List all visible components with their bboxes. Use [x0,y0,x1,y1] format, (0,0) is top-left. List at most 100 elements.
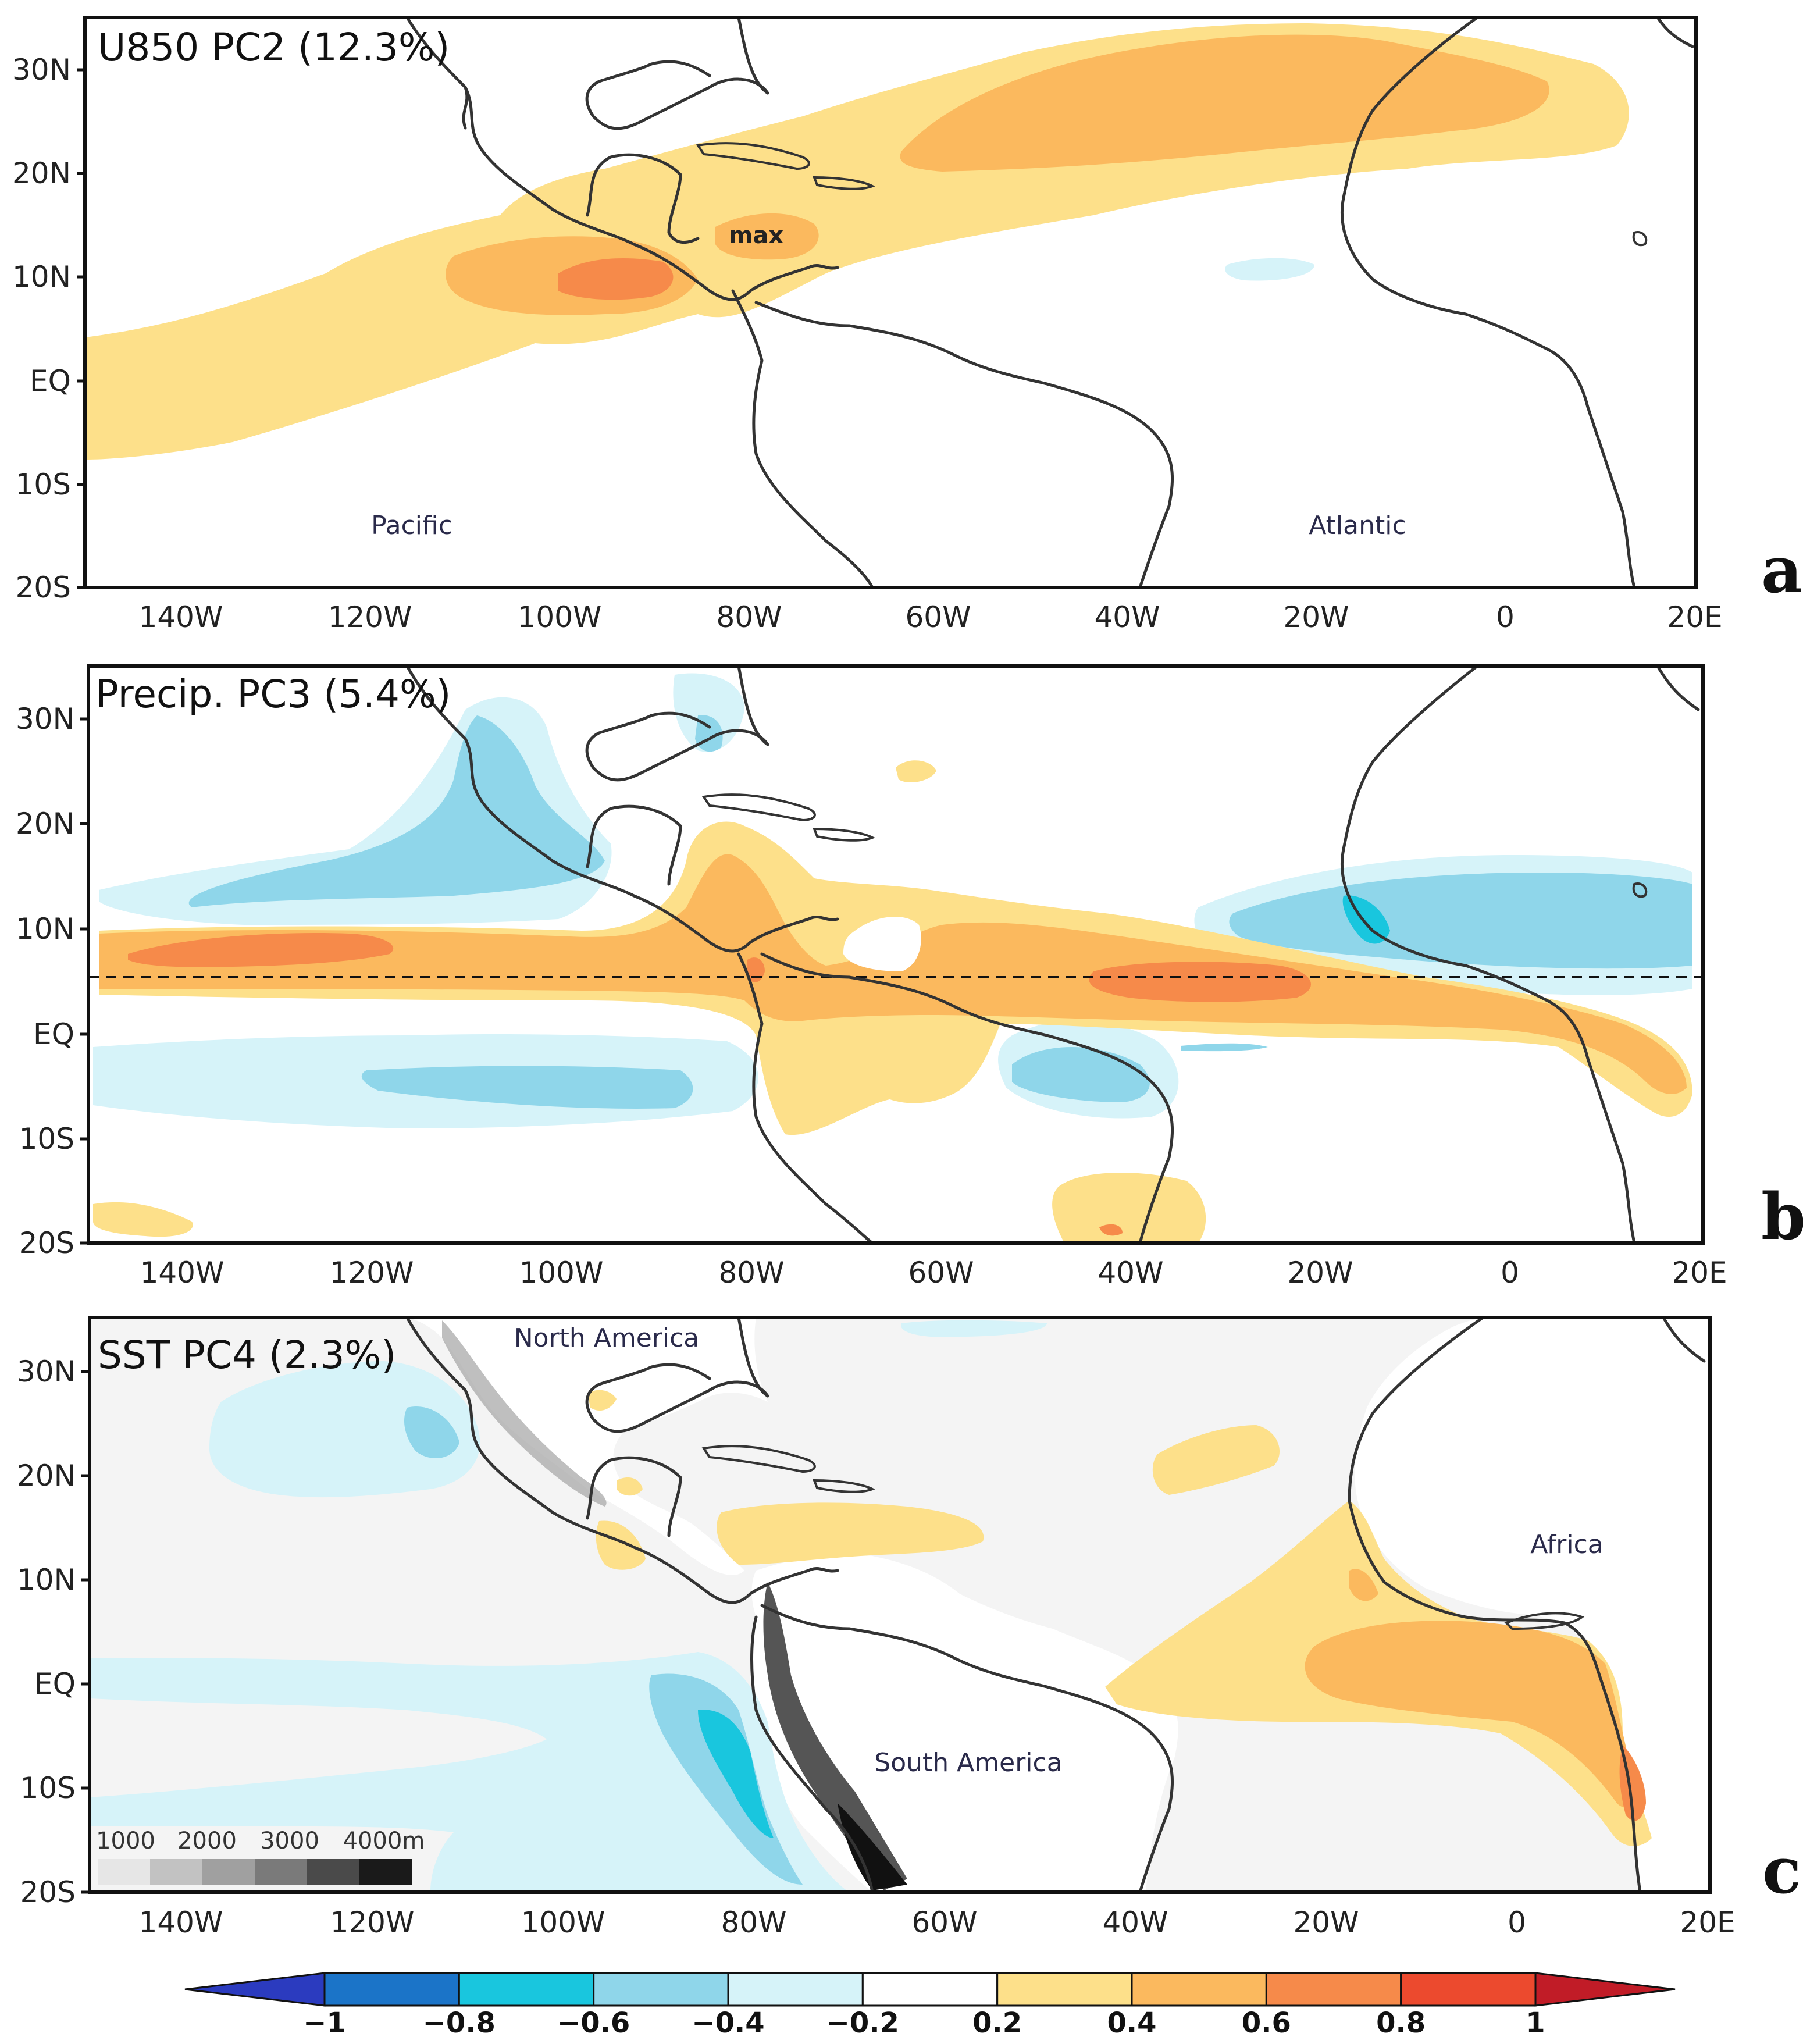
panel-c-neg-north-pacific [209,1361,480,1498]
panel-c-label-south-america: South America [874,1748,1062,1778]
colorbar-tick-label: −0.4 [692,2007,764,2039]
panel-c-lon-label: 80W [721,1906,786,1939]
colorbar-tick-label: −0.2 [826,2007,899,2039]
colorbar-segment [323,1972,460,2007]
panel-b-lat-label: 30N [16,702,74,736]
panel-b-lat-label: 20N [16,807,74,841]
colorbar-segment [593,1972,729,2007]
panel-b-lat-label: EQ [33,1017,74,1051]
panel-b-lon-label: 80W [718,1256,784,1290]
colorbar-tick-label: −0.6 [557,2007,630,2039]
colorbar-segment [1131,1972,1267,2007]
panel-c-pos-yucatan [617,1477,643,1496]
panel-a-negative-patch [1225,258,1314,281]
panel-c-land-africa [1355,1317,1710,1892]
panel-c-lon-label: 100W [521,1906,605,1939]
panel-a-lon-label: 0 [1496,600,1515,634]
panel-a-label-atlantic: Atlantic [1309,511,1406,540]
elevation-label: 1000 [96,1828,155,1854]
panel-a-lon-label: 40W [1094,600,1160,634]
panel-c-lon-label: 20E [1680,1906,1735,1939]
panel-a: max Pacific Atlantic U850 PC2 (12.3%) a … [12,16,1802,634]
panel-b-pos-patch-south [1052,1173,1206,1243]
panel-c-lat-label: 20N [17,1459,76,1493]
panel-b-pos-patch-southwest [93,1202,193,1237]
colorbar-segment [1265,1972,1402,2007]
panel-c-lat-label: 10N [17,1563,76,1597]
colorbar-segment [1534,1972,1676,2007]
colorbar-segment [458,1972,595,2007]
panel-c-neg-south-pacific-3 [698,1710,774,1838]
colorbar-segment [996,1972,1133,2007]
colorbar-segments [184,1972,1676,2007]
panel-a-max-label: max [729,222,784,249]
colorbar: −1 −0.8 −0.6 −0.4 −0.2 0.2 0.4 0.6 0.8 1 [184,1972,1676,2039]
panel-b-lat-label: 10N [16,912,74,946]
panel-b-title: Precip. PC3 (5.4%) [95,672,451,717]
panel-a-field: max Pacific Atlantic [85,17,1694,587]
panel-a-lon-label: 20W [1283,600,1349,634]
panel-c-pos-gulf [587,1390,617,1411]
colorbar-tick-label: 0.8 [1376,2007,1426,2039]
colorbar-segment [1400,1972,1537,2007]
panel-a-title: U850 PC2 (12.3%) [98,25,450,70]
panel-b-coastlines [405,666,1700,1243]
panel-c-lon-label: 140W [139,1906,223,1939]
panel-c-pos-eastpac [596,1520,646,1570]
panel-a-lat-label: 10N [12,260,71,294]
panel-a-lon-axis: 140W 120W 100W 80W 60W 40W 20W 0 20E [139,600,1723,634]
panel-c-neg-top [901,1320,1047,1337]
panel-a-contour-0.4-caribbean [715,213,819,260]
panel-c-letter: c [1762,1833,1801,1908]
panel-a-letter: a [1761,532,1802,607]
panel-b-frame [87,664,1705,1245]
elevation-swatch [255,1859,307,1885]
elevation-swatch [150,1859,202,1885]
panel-b-core-atlantic [1089,962,1311,1002]
panel-c-lon-label: 0 [1508,1906,1526,1939]
colorbar-segment [861,1972,999,2007]
panel-c-neg-north-pacific-2 [404,1406,459,1458]
panel-c-pos-atl-north [1152,1425,1280,1495]
panel-c-lon-label: 20W [1293,1906,1359,1939]
panel-c-lon-label: 40W [1102,1906,1168,1939]
panel-b-lon-axis: 140W 120W 100W 80W 60W 40W 20W 0 20E [140,1256,1727,1290]
panel-c-frame [88,1316,1712,1894]
panel-b-pos-patch-north [896,760,936,782]
panel-c: North America South America Africa 1000 … [17,1316,1801,1939]
elevation-swatch [202,1859,255,1885]
panel-b-pos-itcz-orange [99,854,1687,1094]
elevation-swatch [307,1859,359,1885]
panel-c-lon-axis: 140W 120W 100W 80W 60W 40W 20W 0 20E [139,1906,1736,1939]
panel-a-frame [83,16,1698,589]
panel-c-lat-label: EQ [34,1667,76,1701]
panel-c-lat-label: 30N [17,1355,76,1388]
panel-b-lon-label: 20W [1287,1256,1353,1290]
elevation-label: 3000 [260,1828,319,1854]
panel-a-lon-label: 140W [139,600,223,634]
panel-c-lat-label: 10S [20,1771,76,1805]
panel-c-lon-label: 60W [911,1906,977,1939]
panel-c-lon-label: 120W [330,1906,415,1939]
panel-a-lat-label: 30N [12,53,71,87]
colorbar-segment [727,1972,864,2007]
panel-a-coastlines [405,17,1694,587]
panel-c-topo-andes-high [838,1803,907,1890]
elevation-label: 4000m [343,1828,425,1854]
panel-c-label-africa: Africa [1530,1530,1604,1559]
panel-a-lon-label: 80W [716,600,782,634]
panel-c-label-north-america: North America [514,1323,700,1353]
colorbar-tick-label: 0.6 [1242,2007,1291,2039]
panel-c-lat-label: 20S [20,1875,76,1909]
panel-c-title: SST PC4 (2.3%) [98,1333,396,1377]
panel-b-neg-north-pacific-2 [188,715,605,907]
panel-b-pos-patch-small [1099,1224,1123,1236]
panel-b-field [88,666,1703,1243]
panel-a-lat-axis: 30N 20N 10N EQ 10S 20S [12,53,85,604]
panel-b-lon-label: 60W [908,1256,974,1290]
panel-a-lon-label: 120W [328,600,412,634]
panel-b-neg-atlantic-strip [1181,1043,1268,1052]
panel-b-lon-label: 0 [1501,1256,1519,1290]
panel-b-neg-south-pacific-2 [361,1066,693,1109]
